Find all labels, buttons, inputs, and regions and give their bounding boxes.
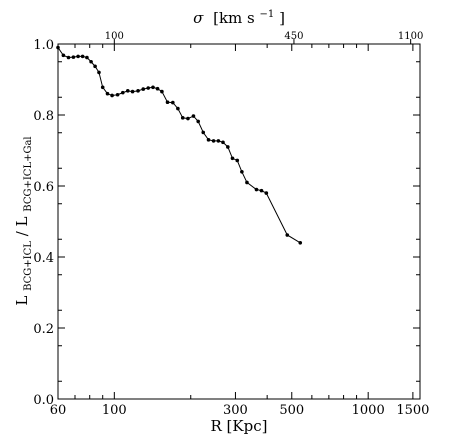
data-point (71, 55, 76, 59)
data-point (155, 86, 160, 91)
data-point (235, 158, 240, 163)
data-point (191, 114, 196, 118)
data-point (201, 130, 206, 135)
y-tick-label: 0.0 (33, 393, 54, 408)
data-point (85, 55, 89, 60)
data-point (115, 92, 120, 97)
data-point (211, 139, 216, 143)
data-point (285, 233, 290, 237)
data-point (176, 106, 180, 111)
x-tick-label: 1500 (396, 403, 429, 418)
x-tick-label: 300 (223, 403, 248, 418)
data-point (105, 91, 110, 96)
x-tick-label: 500 (279, 403, 304, 418)
top-axis-symbol: σ (193, 9, 204, 27)
data-point (226, 145, 230, 149)
top-axis-label: σ [km s −1 ] (193, 3, 285, 27)
y-label-separator: / (13, 230, 31, 236)
top-tick-labels: 100 450 1100 (105, 31, 424, 42)
y-tick-label: 1.0 (33, 38, 54, 53)
data-point (80, 54, 85, 59)
top-axis-units-suffix: ] (279, 9, 285, 27)
data-point (141, 87, 146, 91)
y-label-main-2: L (13, 216, 31, 226)
data-point (259, 188, 264, 193)
plot-frame (57, 43, 421, 400)
series-points (56, 45, 303, 245)
top-tick-label: 1100 (398, 31, 423, 42)
y-label-sub-1: BCG+ICL (23, 241, 34, 291)
data-point (110, 93, 114, 98)
y-label-sub-2: BCG+ICL+Gal (23, 136, 34, 211)
y-tick-label: 0.8 (33, 109, 54, 124)
y-tick-label: 0.6 (33, 180, 54, 195)
data-point (216, 139, 221, 143)
data-point (196, 119, 200, 124)
data-point (240, 170, 244, 174)
data-point (66, 55, 71, 60)
top-axis-units-prefix: [km s (213, 9, 255, 27)
y-tick-label: 0.4 (33, 251, 54, 266)
data-point (76, 54, 80, 59)
data-point (100, 85, 105, 90)
data-point (254, 187, 259, 192)
x-tick-marks (57, 44, 414, 399)
x-tick-labels: 60 100 300 500 1000 1500 (50, 403, 430, 418)
data-point (93, 64, 97, 69)
data-point (230, 156, 235, 161)
series-line (57, 47, 301, 244)
top-axis-units-exp: −1 (260, 9, 275, 20)
x-tick-label: 60 (50, 403, 67, 418)
data-point (298, 241, 303, 245)
y-tick-labels: 0.0 0.2 0.4 0.6 0.8 1.0 (33, 38, 54, 408)
data-point (180, 116, 185, 120)
data-point (146, 86, 151, 90)
data-point (160, 89, 164, 94)
top-tick-marks (113, 39, 412, 44)
data-point (165, 100, 170, 105)
data-point (130, 89, 135, 94)
data-point (151, 85, 155, 90)
y-tick-marks (58, 43, 420, 400)
data-point (221, 140, 225, 145)
data-point (264, 191, 269, 195)
data-point (61, 53, 66, 58)
data-point (97, 70, 101, 75)
y-axis-label: L BCG+ICL / L BCG+ICL+Gal (13, 136, 35, 305)
data-point (206, 138, 211, 142)
y-label-main-1: L (13, 296, 31, 306)
x-tick-label: 100 (102, 403, 127, 418)
top-tick-label: 450 (284, 31, 303, 42)
data-point (245, 180, 249, 185)
x-axis-label: R [Kpc] (211, 417, 268, 435)
top-tick-label: 100 (105, 31, 124, 42)
data-point (136, 89, 140, 93)
data-point (125, 89, 130, 93)
data-point (171, 100, 175, 105)
data-point (56, 45, 60, 50)
data-point (89, 59, 93, 64)
x-tick-label: 1000 (352, 403, 385, 418)
data-point (121, 90, 125, 95)
data-point (186, 116, 190, 121)
y-tick-label: 0.2 (33, 322, 54, 337)
